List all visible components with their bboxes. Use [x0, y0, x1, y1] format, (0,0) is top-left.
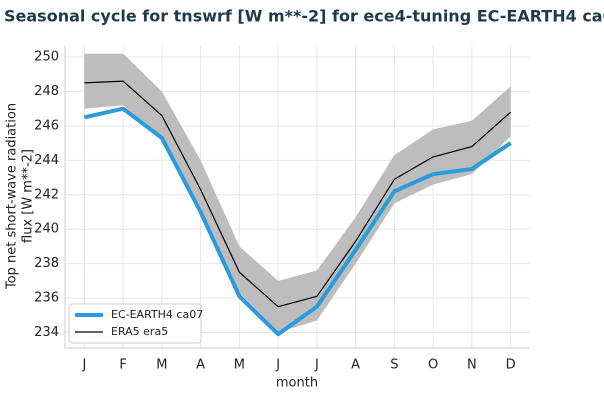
x-tick-label: A: [196, 358, 205, 373]
x-tick-label: J: [314, 358, 319, 373]
y-tick-label: 234: [34, 325, 59, 340]
y-tick-label: 250: [34, 50, 59, 65]
x-tick-label: S: [390, 358, 398, 373]
y-tick-label: 246: [34, 118, 59, 133]
y-tick-label: 240: [34, 222, 59, 237]
x-tick-label: J: [81, 358, 86, 373]
series-line: [84, 80, 512, 308]
spread-band: [84, 53, 511, 333]
chart-title: Seasonal cycle for tnswrf [W m**-2] for …: [4, 7, 604, 26]
y-tick-label: 236: [34, 291, 59, 306]
x-tick-label: M: [234, 358, 245, 373]
x-tick-label: A: [351, 358, 360, 373]
y-tick-label: 244: [34, 153, 59, 168]
y-axis-label: Top net short-wave radiation: [5, 103, 20, 290]
x-tick-label: M: [156, 358, 167, 373]
y-axis-label: flux [W m**-2]: [21, 149, 36, 243]
x-tick-label: N: [467, 358, 477, 373]
x-tick-label: O: [428, 358, 438, 373]
x-tick-label: D: [506, 358, 516, 373]
x-axis-label: month: [276, 376, 318, 391]
y-tick-label: 242: [34, 187, 59, 202]
legend-label: ERA5 era5: [111, 325, 168, 338]
x-tick-label: F: [119, 358, 126, 373]
y-tick-label: 248: [34, 84, 59, 99]
legend-label: EC-EARTH4 ca07: [111, 308, 203, 321]
series-line: [83, 106, 512, 337]
y-tick-label: 238: [34, 256, 59, 271]
x-tick-label: J: [275, 358, 280, 373]
